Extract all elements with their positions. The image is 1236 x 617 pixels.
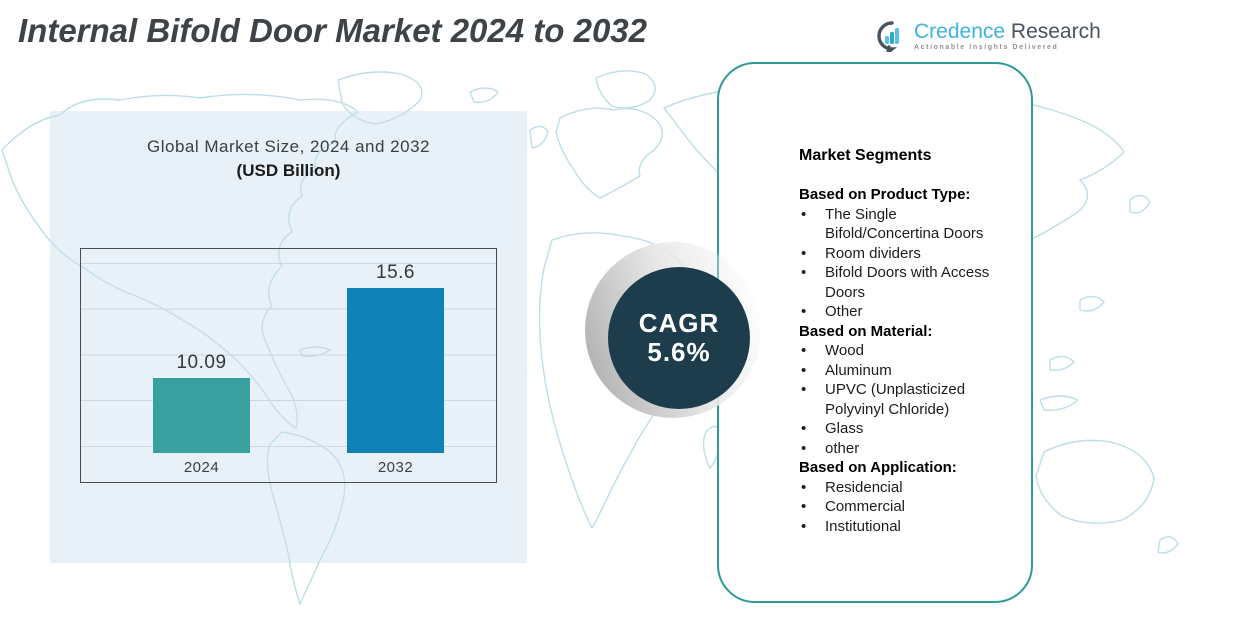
heading-application: Based on Application: xyxy=(799,459,957,476)
bar-value-label-2024: 10.09 xyxy=(176,352,227,373)
market-segments-content: Market Segments Based on Product Type: T… xyxy=(799,147,1014,536)
logo-name-credence: Credence xyxy=(914,20,1006,43)
heading-material: Based on Material: xyxy=(799,322,933,340)
list-material: WoodAluminumUPVC (Unplasticized Polyviny… xyxy=(799,341,1014,458)
segment-item: Room dividers xyxy=(799,244,1014,264)
segment-item: Bifold Doors with Access Doors xyxy=(799,263,1014,302)
chart-backdrop: Global Market Size, 2024 and 2032 (USD B… xyxy=(50,111,527,563)
logo-name: Credence Research xyxy=(914,20,1101,43)
bar-value-label-2032: 15.6 xyxy=(376,262,415,283)
page-title: Internal Bifold Door Market 2024 to 2032 xyxy=(18,12,648,49)
x-axis-label-2032: 2032 xyxy=(377,459,414,476)
segment-item: UPVC (Unplasticized Polyvinyl Chloride) xyxy=(799,380,1014,419)
bar-2024 xyxy=(153,378,250,453)
list-application: ResidencialCommercialInstitutional xyxy=(799,478,1014,537)
logo-chart-bubble-icon xyxy=(877,21,899,52)
logo-name-research: Research xyxy=(1010,20,1101,43)
segment-item: Glass xyxy=(799,419,1014,439)
segment-item: Commercial xyxy=(799,497,1014,517)
bar-2032 xyxy=(347,288,444,453)
bar-chart-plot-area: 10.09 15.6 2024 2032 xyxy=(80,248,497,483)
logo-text: Credence Research Actionable Insights De… xyxy=(914,20,1101,51)
market-segments-title: Market Segments xyxy=(799,147,932,164)
segment-item: The Single Bifold/Concertina Doors xyxy=(799,205,1014,244)
cagr-badge: CAGR 5.6% xyxy=(608,267,750,409)
x-axis-label-2024: 2024 xyxy=(183,459,220,476)
chart-title: Global Market Size, 2024 and 2032 xyxy=(146,137,430,156)
segment-item: Institutional xyxy=(799,517,1014,537)
cagr-label: CAGR xyxy=(638,308,720,338)
credence-research-logo: Credence Research Actionable Insights De… xyxy=(876,20,1101,52)
segment-item: Residencial xyxy=(799,478,1014,498)
heading-product-type: Based on Product Type: xyxy=(799,186,971,203)
chart-subtitle: (USD Billion) xyxy=(236,161,341,180)
bar-column-2024: 10.09 xyxy=(153,352,250,453)
segment-item: Wood xyxy=(799,341,1014,361)
segment-item: other xyxy=(799,439,1014,459)
logo-tagline: Actionable Insights Delivered xyxy=(914,44,1059,51)
market-segments-panel: Market Segments Based on Product Type: T… xyxy=(717,62,1033,603)
cagr-value: 5.6% xyxy=(647,337,711,367)
bar-column-2032: 15.6 xyxy=(347,262,444,453)
chart-titles: Global Market Size, 2024 and 2032 (USD B… xyxy=(50,137,527,181)
segment-item: Other xyxy=(799,302,1014,322)
list-product-type: The Single Bifold/Concertina DoorsRoom d… xyxy=(799,205,1014,322)
segment-item: Aluminum xyxy=(799,361,1014,381)
